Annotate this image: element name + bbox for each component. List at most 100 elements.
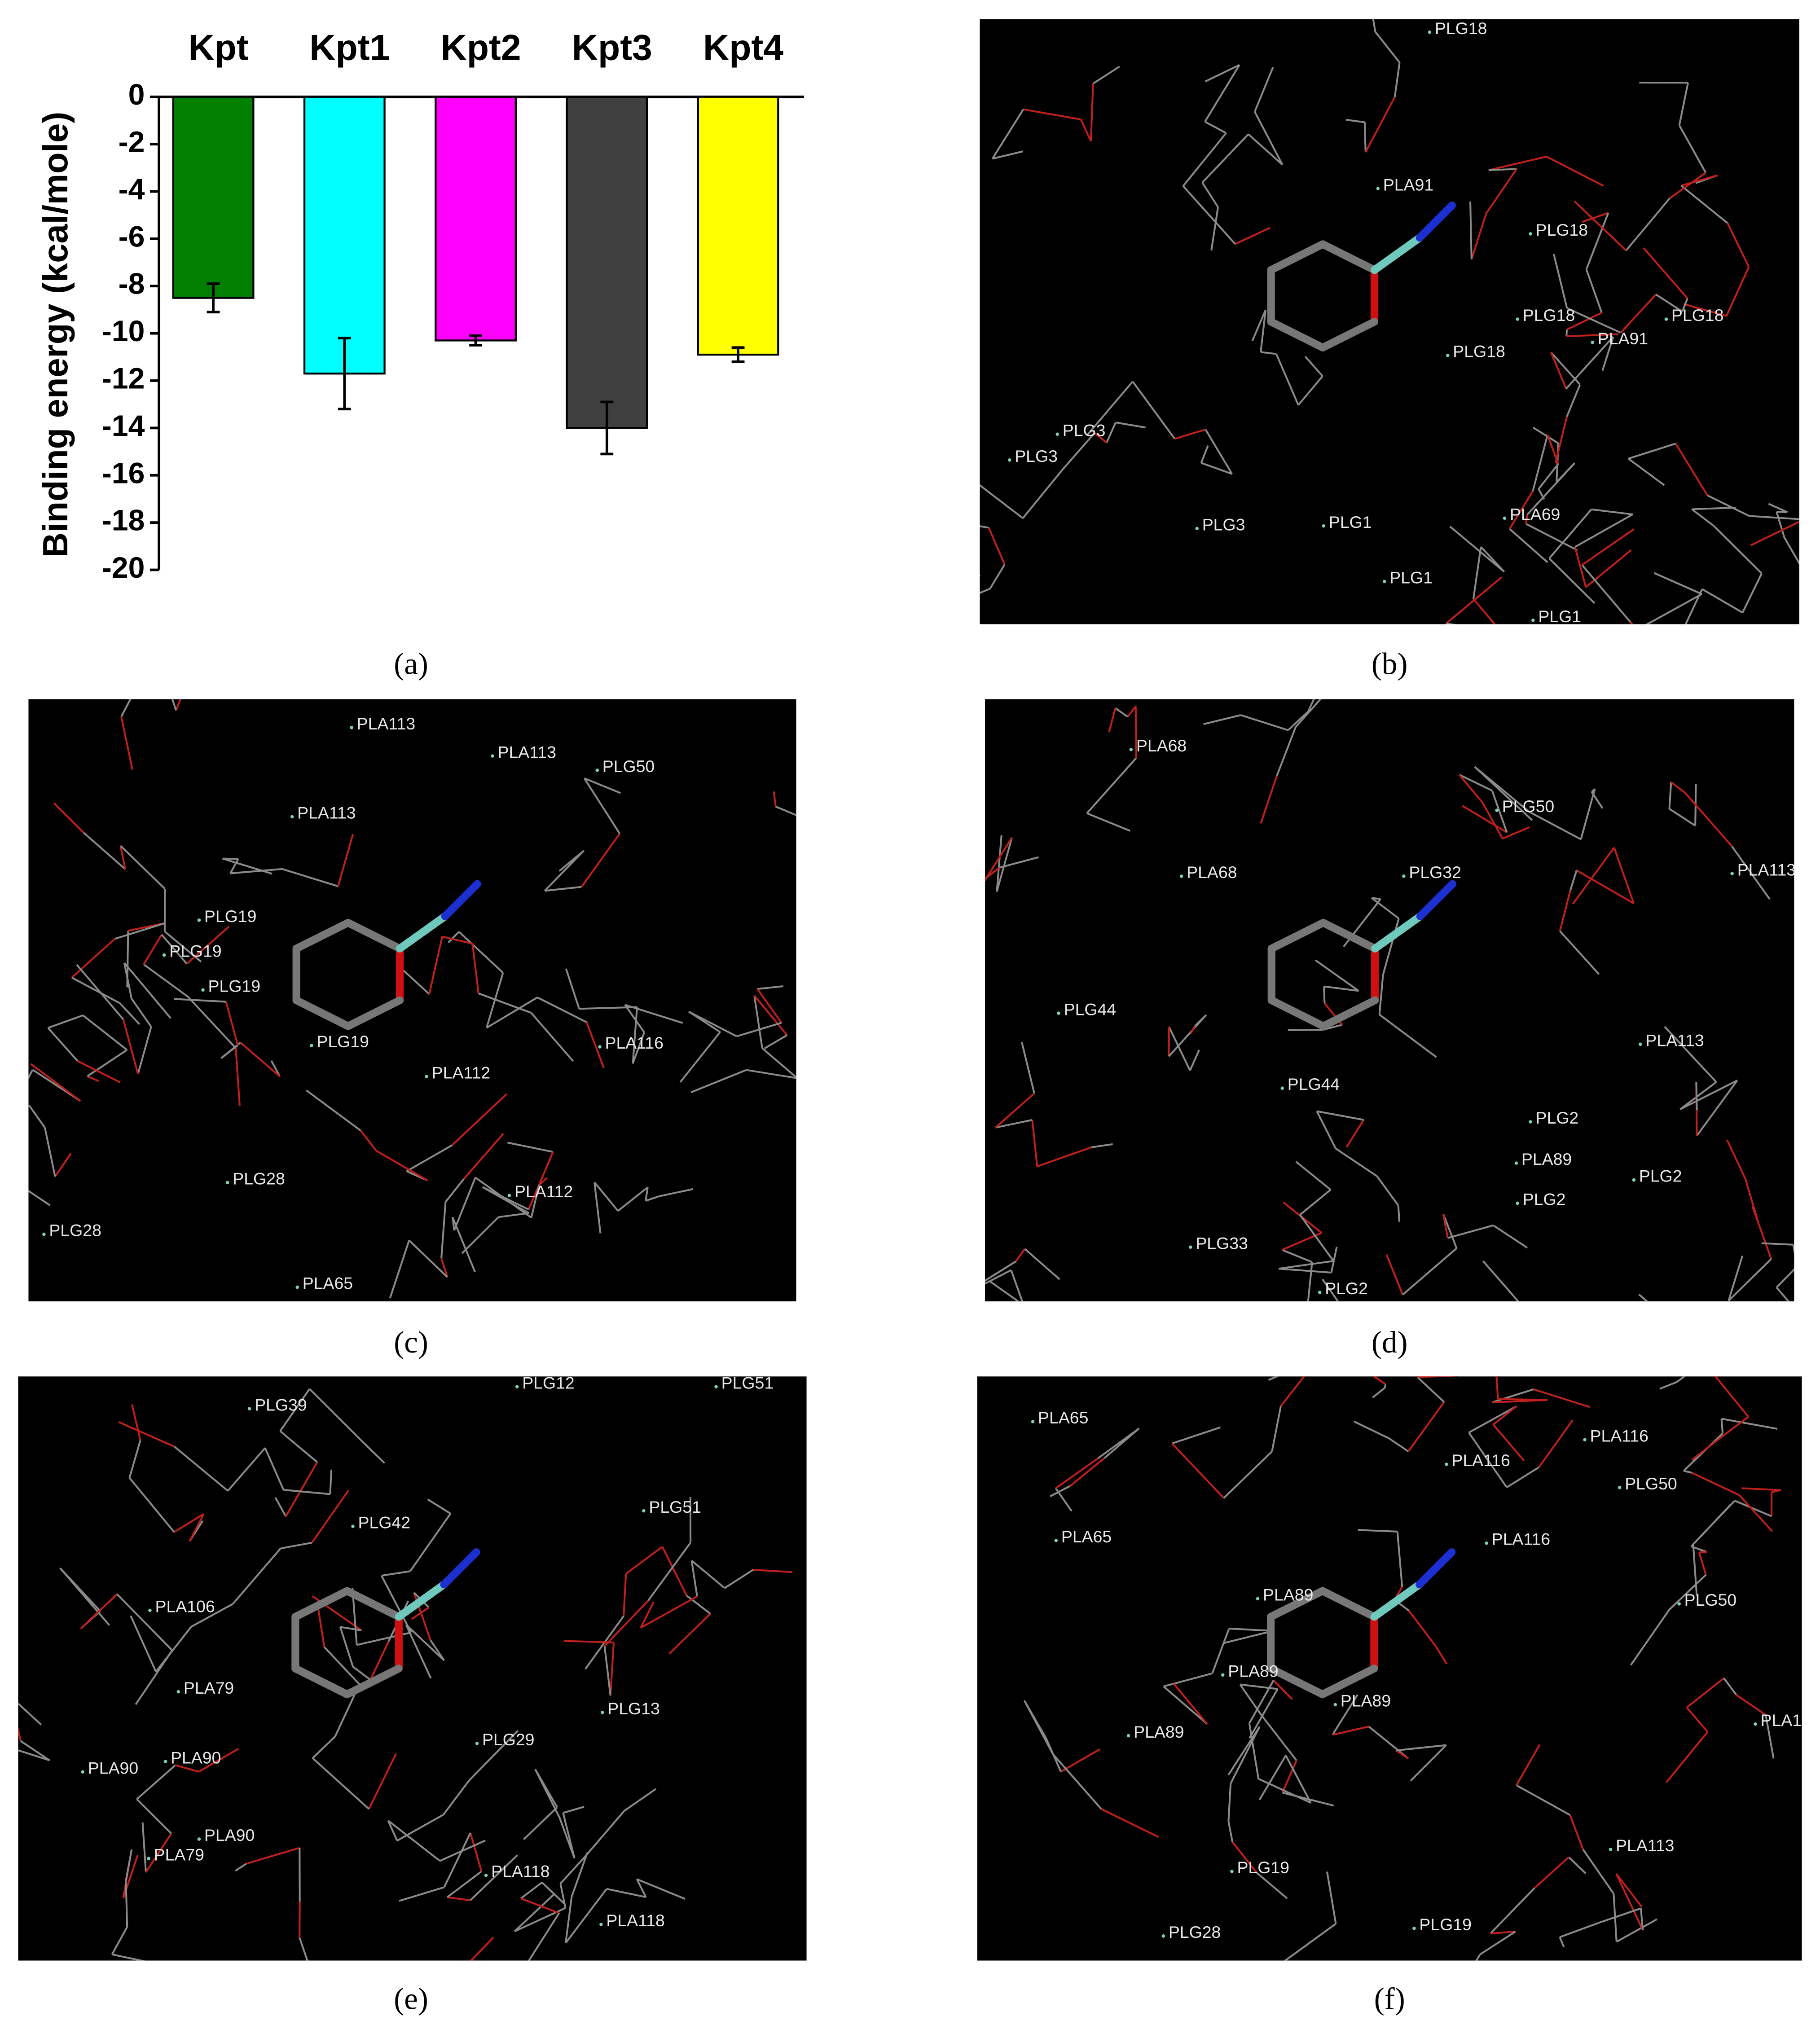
residue-label: PLA69 — [1510, 505, 1560, 523]
ligand-bond — [291, 1587, 351, 1621]
residue-bond — [1285, 1755, 1312, 1804]
residue-bond — [1080, 119, 1092, 141]
atom-dot — [599, 1923, 603, 1926]
residue-bond — [175, 1764, 199, 1773]
residue-bond — [1508, 490, 1534, 530]
atom-dot — [197, 1837, 201, 1841]
residue-bond — [1458, 774, 1484, 804]
residue-bond — [118, 1421, 175, 1448]
residue-label: PLG28 — [233, 1169, 285, 1188]
residue-bond — [1473, 598, 1496, 624]
atom-dot — [1495, 808, 1499, 812]
residue-bond — [980, 525, 989, 529]
residue-bond — [18, 1726, 22, 1741]
residue-bond — [995, 1119, 1033, 1129]
residue-bond — [1372, 19, 1376, 32]
residue-bond — [1052, 1753, 1102, 1810]
docking-image: PLA65 PLA116 PLA116 PLA116 PLG50 PLA65 PLA89 PL… — [977, 1376, 1802, 2020]
residue-label: PLA65 — [1038, 1408, 1088, 1427]
residue-bond — [1260, 1714, 1297, 1761]
residue-bond — [679, 1031, 721, 1083]
residue-bond — [1692, 506, 1736, 510]
residue-bond — [1353, 1420, 1390, 1440]
residue-bond — [498, 1212, 529, 1218]
residue-label: PLG19 — [1419, 1915, 1472, 1934]
residue-bond — [1502, 826, 1530, 840]
residue-bond — [1738, 1494, 1773, 1532]
residue-bond — [44, 1127, 56, 1177]
ligand-bond — [1266, 1664, 1327, 1699]
residue-bond — [87, 1049, 128, 1077]
atom-dot — [1485, 1541, 1488, 1545]
residue-bond — [0, 1149, 5, 1175]
residue-bond — [1115, 422, 1146, 429]
residue-bond — [1475, 1954, 1481, 1961]
residue-bond — [537, 997, 587, 1023]
residue-bond — [985, 837, 1013, 882]
residue-label: PLA113 — [1645, 1031, 1704, 1050]
residue-bond — [1230, 1726, 1261, 1784]
residue-bond — [1750, 520, 1799, 546]
residue-label: PLA116 — [1492, 1530, 1550, 1549]
residue-bond — [1434, 1645, 1448, 1664]
residue-bond — [1727, 223, 1750, 268]
residue-bond — [28, 1190, 51, 1207]
residue-bond — [1205, 64, 1240, 83]
residue-bond — [985, 1269, 1012, 1285]
residue-bond — [1295, 699, 1322, 728]
residue-bond — [1307, 1262, 1313, 1302]
residue-bond — [1683, 303, 1727, 317]
residue-bond — [80, 1593, 118, 1629]
residue-bond — [989, 1280, 1020, 1302]
residue-bond — [406, 1144, 453, 1172]
residue-bond — [1201, 182, 1219, 208]
atom-dot — [1632, 1178, 1636, 1182]
residue-bond — [1335, 1147, 1378, 1177]
residue-bond — [541, 1882, 566, 1905]
residue-label: PLG29 — [482, 1730, 535, 1749]
residue-bond — [862, 843, 875, 849]
residue-bond — [1227, 1821, 1234, 1842]
residue-bond — [1273, 1973, 1309, 2020]
residue-bond — [1023, 1700, 1054, 1755]
atom-dot — [351, 1524, 355, 1528]
residue-bond — [753, 995, 788, 1036]
residue-bond — [562, 1813, 576, 1859]
residue-label: PLG2 — [1523, 1190, 1566, 1209]
residue-bond — [1280, 1376, 1306, 1407]
residue-bond — [1279, 1268, 1332, 1274]
residue-bond — [161, 934, 188, 965]
residue-bond — [1538, 488, 1545, 500]
residue-bond — [329, 1469, 333, 1494]
residue-bond — [1581, 564, 1631, 623]
residue-bond — [439, 1840, 486, 1862]
residue-bond — [1402, 1247, 1457, 1296]
residue-bond — [323, 1646, 360, 1685]
residue-bond — [1679, 1079, 1738, 1111]
residue-bond — [1800, 564, 1820, 621]
residue-bond — [18, 1749, 50, 1761]
residue-bond — [1646, 593, 1702, 624]
residue-bond — [1538, 1419, 1574, 1468]
residue-bond — [1591, 791, 1604, 809]
residue-bond — [1364, 97, 1396, 153]
residue-bond — [82, 1014, 128, 1051]
residue-label: PLG50 — [1502, 797, 1555, 816]
residue-bond — [1714, 1376, 1750, 1418]
residue-bond — [1701, 588, 1743, 614]
residue-bond — [470, 1854, 518, 1901]
residue-bond — [1115, 707, 1128, 718]
residue-bond — [1776, 1287, 1790, 1302]
residue-bond — [1330, 1247, 1338, 1273]
residue-bond — [538, 1177, 548, 1186]
residue-bond — [428, 936, 444, 994]
residue-label: PLA91 — [1383, 175, 1433, 194]
residue-bond — [1374, 31, 1401, 63]
residue-bond — [155, 1626, 192, 1673]
residue-bond — [1408, 1610, 1436, 1646]
residue-bond — [1690, 1503, 1732, 1547]
residue-bond — [647, 1542, 691, 1601]
residue-bond — [396, 1814, 444, 1842]
residue-bond — [1396, 1744, 1446, 1752]
residue-bond — [20, 1740, 50, 1761]
